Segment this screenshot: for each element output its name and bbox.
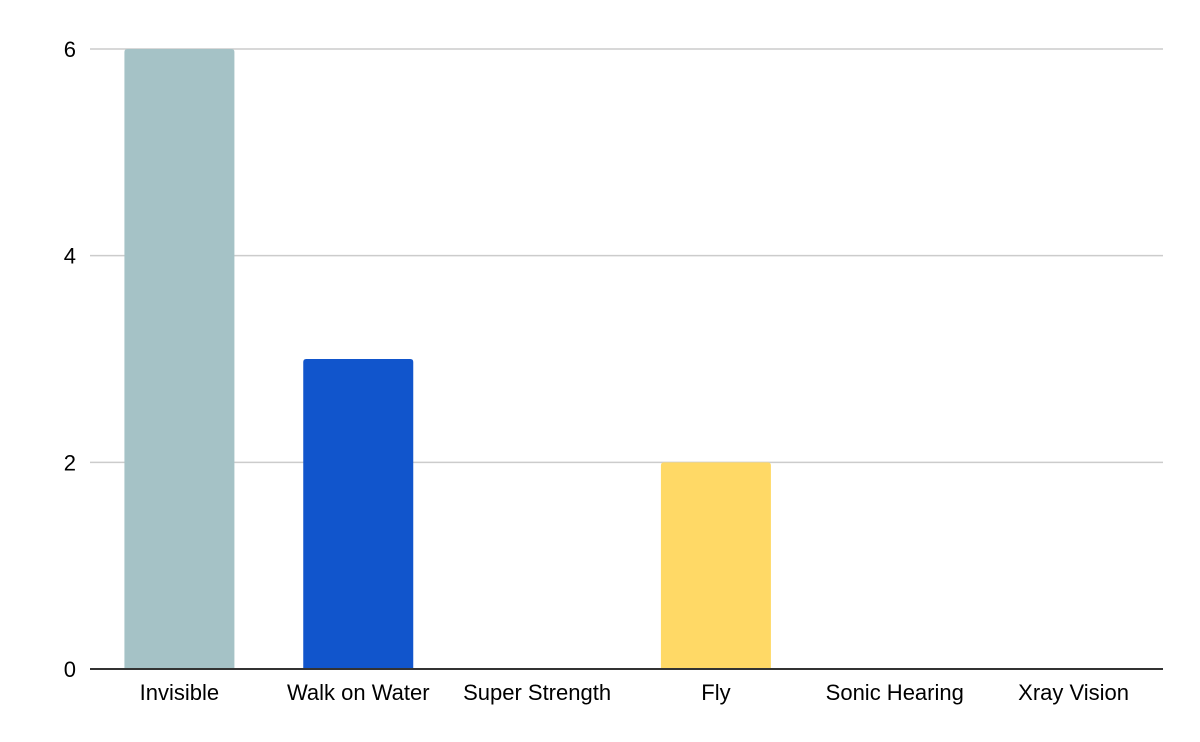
y-tick-label: 6	[64, 37, 76, 62]
y-tick-label: 0	[64, 657, 76, 682]
bar-fly[interactable]	[660, 462, 771, 669]
y-tick-label: 2	[64, 450, 76, 475]
x-tick-label: Fly	[701, 680, 730, 705]
labels: 0 2 4 6 Invisible Walk on Water Super Strength…	[64, 37, 1129, 705]
x-tick-label: Xray Vision	[1018, 680, 1129, 705]
x-tick-label: Invisible	[140, 680, 219, 705]
x-tick-label: Super Strength	[463, 680, 611, 705]
bar-invisible[interactable]	[124, 49, 235, 669]
x-tick-label: Sonic Hearing	[826, 680, 964, 705]
bars	[124, 49, 771, 669]
x-tick-label: Walk on Water	[287, 680, 430, 705]
bar-walk-on-water[interactable]	[303, 359, 414, 669]
gridlines	[90, 48, 1163, 464]
y-tick-label: 4	[64, 244, 76, 269]
